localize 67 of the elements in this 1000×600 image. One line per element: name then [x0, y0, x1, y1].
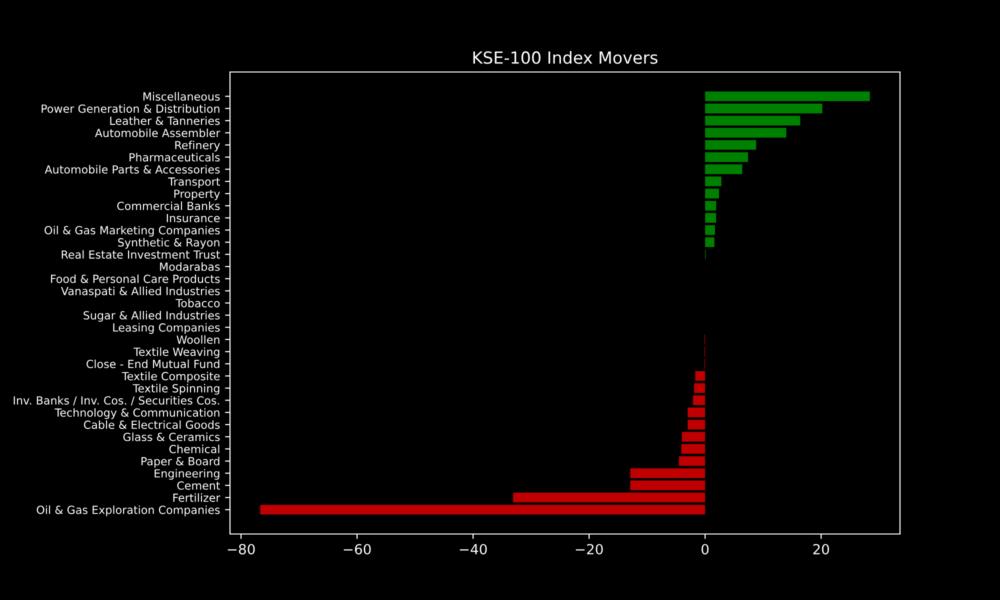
- y-tick-label: Woollen: [176, 335, 220, 344]
- y-tick-label: Oil & Gas Exploration Companies: [36, 505, 220, 516]
- bar: [705, 104, 822, 114]
- x-tick-label: −60: [344, 544, 371, 554]
- y-tick-label: Property: [174, 190, 220, 200]
- y-tick-label: Textile Spinning: [132, 384, 220, 395]
- y-tick-label: Automobile Parts & Accessories: [44, 165, 220, 174]
- bar: [692, 395, 706, 406]
- y-tick-label: Cement: [177, 481, 220, 490]
- y-tick-label: Engineering: [154, 468, 220, 480]
- y-tick-label: Sugar & Allied Industries: [84, 310, 220, 322]
- bar: [705, 188, 720, 198]
- y-tick-label: Real Estate Investment Trust: [62, 250, 220, 259]
- bar: [705, 116, 800, 126]
- bar: [705, 164, 742, 174]
- bar: [630, 468, 706, 478]
- y-tick-label: Inv. Banks / Inv. Cos. / Securities Cos.: [14, 396, 220, 406]
- bar: [678, 456, 706, 466]
- x-tick-label: −20: [576, 544, 603, 554]
- y-tick-label: Modarabas: [160, 262, 220, 271]
- bar: [705, 128, 786, 138]
- y-tick-label: Miscellaneous: [143, 92, 220, 101]
- y-tick-label: Leather & Tanneries: [110, 116, 220, 126]
- y-tick-label: Oil & Gas Marketing Companies: [44, 226, 220, 237]
- y-tick-label: Cable & Electrical Goods: [84, 420, 220, 429]
- y-tick-label: Commercial Banks: [117, 202, 220, 210]
- y-tick-label: Food & Personal Care Products: [51, 274, 220, 284]
- bar: [688, 408, 706, 418]
- bar: [694, 383, 706, 393]
- bar: [705, 213, 716, 223]
- x-tick-label: 0: [702, 544, 709, 554]
- y-tick-label: Chemical: [169, 444, 220, 454]
- y-tick-label: Technology & Communication: [54, 408, 220, 419]
- bar: [705, 91, 870, 102]
- bar: [682, 432, 706, 442]
- y-tick-label: Close - End Mutual Fund: [86, 360, 220, 368]
- bar: [260, 504, 706, 515]
- bar: [705, 140, 756, 150]
- bar: [681, 444, 706, 454]
- y-tick-label: Leasing Companies: [113, 323, 220, 334]
- y-tick-label: Tobacco: [176, 298, 220, 308]
- y-tick-label: Paper & Board: [142, 456, 220, 468]
- bar: [705, 176, 722, 186]
- y-tick-label: Pharmaceuticals: [130, 152, 220, 162]
- y-tick-label: Transport: [168, 178, 220, 188]
- x-tick-label: −80: [228, 544, 255, 554]
- y-tick-label: Synthetic & Rayon: [118, 238, 220, 249]
- y-tick-label: Vanaspati & Allied Industries: [61, 286, 220, 298]
- bar: [705, 200, 716, 211]
- bar: [705, 237, 714, 248]
- bar: [513, 492, 706, 502]
- y-tick-label: Textile Composite: [122, 372, 220, 382]
- bar: [695, 371, 706, 381]
- bar: [688, 420, 706, 430]
- y-tick-label: Power Generation & Distribution: [42, 104, 220, 113]
- chart-title: KSE-100 Index Movers: [473, 51, 658, 64]
- bar: [630, 480, 706, 490]
- bar: [705, 225, 715, 235]
- y-tick-label: Refinery: [175, 140, 220, 152]
- y-tick-label: Textile Weaving: [133, 347, 220, 358]
- y-tick-label: Glass & Ceramics: [123, 432, 220, 442]
- bar: [705, 152, 748, 162]
- x-tick-label: −40: [460, 544, 487, 554]
- x-tick-label: 20: [813, 544, 830, 554]
- y-tick-label: Fertilizer: [173, 493, 220, 502]
- y-tick-label: Insurance: [166, 214, 220, 222]
- y-tick-label: Automobile Assembler: [94, 128, 220, 138]
